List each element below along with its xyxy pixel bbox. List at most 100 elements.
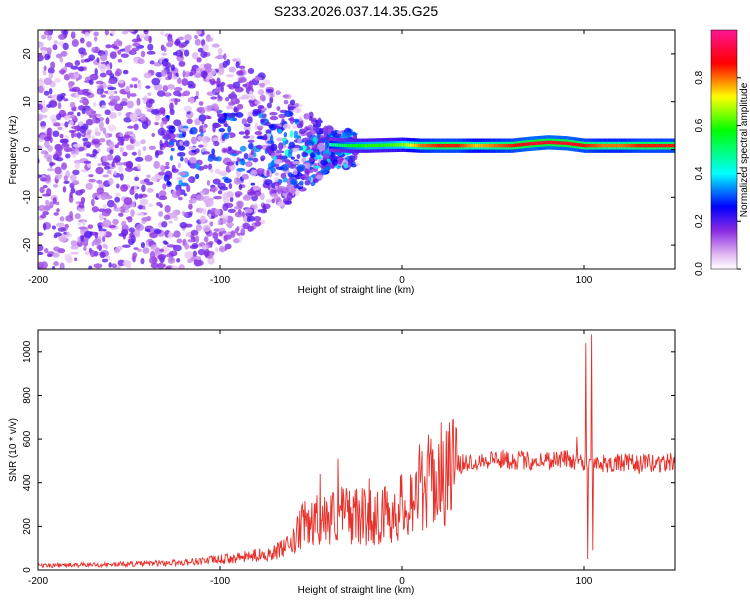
spectrogram-cell [288,148,293,154]
spectrogram-cell [67,72,76,79]
spectrogram-cell [197,207,204,213]
spectrogram-cell [312,124,318,131]
ridge-core [585,144,588,148]
spectrogram-cell [130,209,135,217]
spectrogram-cell [52,197,57,205]
ridge-core [420,144,423,148]
ridge-core [449,144,452,148]
spectrogram-cell [109,51,117,59]
spectrogram-cell [259,208,268,214]
spectrogram-cell [101,258,109,263]
spectrogram-cell [52,184,59,188]
ridge-core [658,144,661,148]
ridge-core [361,144,364,148]
ridge-core [463,144,466,148]
spectrogram-cell [101,162,110,167]
spectrogram-cell [284,110,293,118]
ridge-core [423,144,426,148]
spectrogram-cell [144,154,153,162]
spectrogram-cell [96,57,100,63]
spectrogram-cell [113,40,123,46]
spectrogram-cell [212,178,221,185]
spectrogram-cell [252,185,261,192]
spectrogram-cell [160,31,164,36]
spectrogram-cell [93,31,100,37]
spectrogram-cell [148,203,153,208]
spectrogram-cell [165,62,172,69]
spectrogram-cell [252,108,262,113]
spectrogram-cell [43,65,47,71]
spectrogram-cell [92,102,97,107]
ridge-core [381,143,384,147]
ridge-core [525,142,528,146]
spectrogram-cell [78,201,85,209]
spectrogram-cell [270,143,278,152]
spectrogram-cell [289,179,298,186]
spectrogram-cell [190,68,197,75]
spectrogram-cell [172,52,178,56]
ridge-core [376,143,379,148]
spectrogram-cell [82,51,88,56]
spectrogram-cell [291,160,301,165]
spectrogram-cell [121,220,127,228]
spectrogram-cell [59,133,64,139]
snr-y-axis-label: SNR (10 * v/v) [8,418,19,482]
ridge-core [438,144,441,148]
spectrogram-cell [38,251,44,256]
spectrogram-cell [231,58,238,62]
spectrogram-cell [79,99,88,104]
spectrogram-cell [282,141,287,146]
spectrogram-cell [150,244,158,251]
spectrogram-cell [50,61,56,69]
spectrogram-cell [219,227,226,232]
spectrogram-cell [168,220,173,224]
spectrogram-cell [141,121,149,130]
spectrogram-cell [59,262,65,269]
spectrogram-cell [168,125,176,134]
x-tick-label: 0 [399,576,405,587]
spectrogram-cell [71,86,81,93]
spectrogram-cell [174,98,178,106]
spectrogram-cell [283,131,288,138]
ridge-core [378,143,381,148]
spectrogram-cell [111,263,117,269]
spectrogram-cell [65,153,71,159]
spectrogram-cell [93,263,103,269]
spectrogram-cell [113,170,117,176]
spectrogram-cell [127,238,135,246]
spectrogram-cell [265,199,273,203]
ridge-core [500,144,503,148]
spectrogram-cell [296,154,301,160]
spectrogram-cell [188,146,197,151]
spectrogram-cell [155,150,164,156]
spectrogram-cell [83,230,93,239]
ridge-core [598,144,601,148]
spectrogram-cell [82,91,92,96]
spectrogram-cell [203,236,209,243]
spectrogram-cell [153,83,163,91]
spectrogram-cell [241,118,248,125]
spectrogram-cell [301,151,308,158]
spectrogram-cell [74,213,81,220]
ridge-core [649,144,652,148]
spectrogram-cell [169,171,173,180]
spectrogram-cell [40,46,48,52]
spectrogram-cell [90,198,95,207]
spectrogram-cell [182,70,186,78]
spectrogram-cell [120,53,130,58]
spectrogram-cell [158,211,164,217]
spectrogram-cell [296,123,303,129]
spectrogram-cell [290,188,297,194]
spectrogram-cell [247,157,254,161]
ridge-core [462,144,465,148]
spectrogram-cell [331,159,338,166]
spectrogram-cell [161,52,167,56]
spectrogram-cell [55,222,65,228]
ridge-core [485,144,488,148]
spectrogram-cell [209,221,214,227]
x-tick-label: -100 [210,275,230,286]
ridge-core [533,141,536,146]
spectrogram-cell [85,118,94,126]
spectrogram-cell [252,157,259,163]
spectrogram-cell [178,44,186,48]
